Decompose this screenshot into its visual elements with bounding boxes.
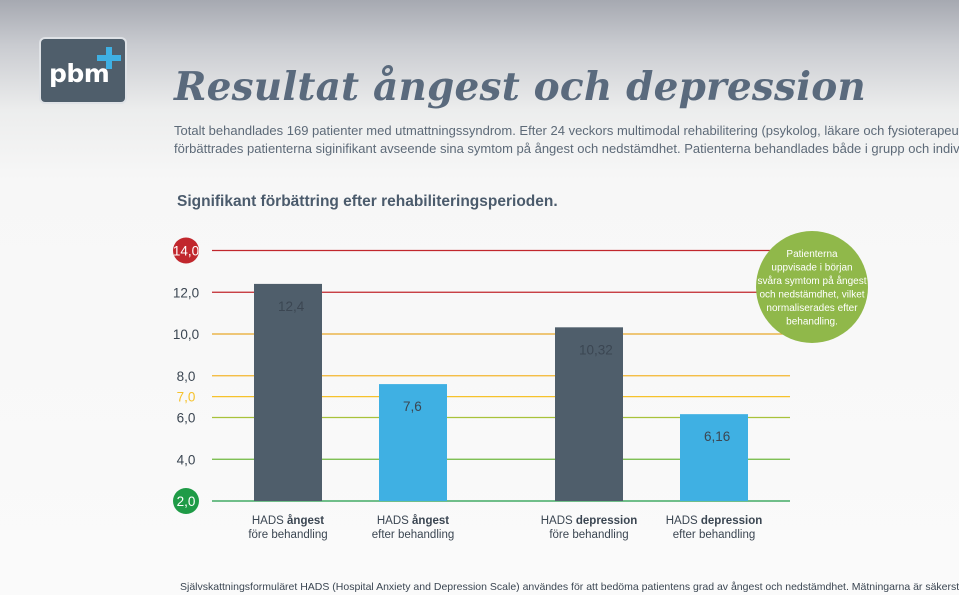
annotation-text: och nedstämdhet, vilket <box>759 290 864 301</box>
intro-text: Totalt behandlades 169 patienter med utm… <box>174 122 959 158</box>
tick-badge <box>173 488 199 514</box>
medical-cross-icon <box>97 47 121 69</box>
y-tick-label: 7,0 <box>177 390 196 405</box>
y-tick-label: 12,0 <box>173 285 199 300</box>
y-tick-label: 14,0 <box>173 244 199 259</box>
category-label: HADS depression <box>541 515 638 527</box>
y-tick-label: 8,0 <box>177 369 196 384</box>
annotation-text: svåra symtom på ångest <box>758 275 867 287</box>
tick-badge <box>173 237 199 264</box>
footnote: Självskattningsformuläret HADS (Hospital… <box>180 581 959 593</box>
y-tick-label: 10,0 <box>173 327 199 342</box>
page-title: Resultat ångest och depression <box>174 64 866 110</box>
bar <box>379 384 447 501</box>
bar <box>680 414 748 501</box>
annotation-text: behandling. <box>786 317 838 328</box>
y-tick-label: 2,0 <box>177 494 196 509</box>
category-label: HADS ångest <box>252 515 324 527</box>
category-sublabel: efter behandling <box>372 529 454 541</box>
annotation-text: uppvisade i början <box>771 263 852 274</box>
category-label: HADS depression <box>666 515 763 527</box>
category-sublabel: efter behandling <box>673 529 755 541</box>
bar <box>254 283 322 501</box>
bar-value-label: 10,32 <box>579 342 613 357</box>
intro-line: Totalt behandlades 169 patienter med utm… <box>174 123 959 138</box>
bar <box>555 327 623 501</box>
y-tick-label: 4,0 <box>177 452 196 467</box>
annotation-text: normaliserades efter <box>766 303 858 314</box>
bar-value-label: 6,16 <box>704 429 730 444</box>
pbm-logo: pbm <box>41 39 125 102</box>
intro-line: förbättrades patienterna siginifikant av… <box>174 141 959 156</box>
category-sublabel: före behandling <box>549 529 628 541</box>
annotation-circle <box>756 231 868 343</box>
logo-text: pbm <box>49 59 110 88</box>
bar-value-label: 12,4 <box>278 299 305 314</box>
annotation-text: Patienterna <box>786 249 838 260</box>
category-label: HADS ångest <box>377 515 449 527</box>
category-sublabel: före behandling <box>248 529 327 541</box>
y-tick-label: 6,0 <box>177 411 196 426</box>
bar-value-label: 7,6 <box>403 399 422 414</box>
chart-subtitle: Signifikant förbättring efter rehabilite… <box>177 193 558 210</box>
